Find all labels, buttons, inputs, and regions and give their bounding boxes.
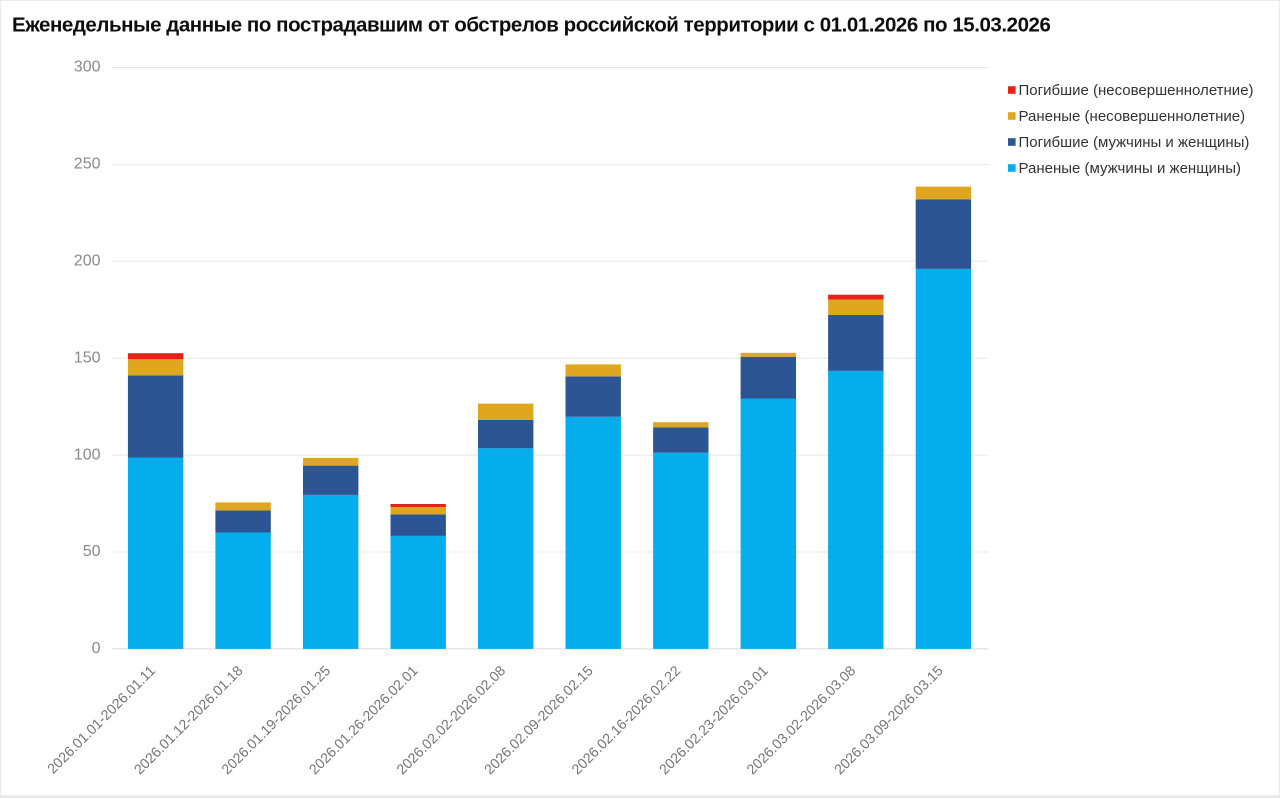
svg-text:50: 50 xyxy=(83,543,101,560)
svg-text:Погибшие (несовершеннолетние): Погибшие (несовершеннолетние) xyxy=(1019,82,1254,99)
svg-text:Раненые (мужчины и женщины): Раненые (мужчины и женщины) xyxy=(1019,160,1241,177)
svg-text:300: 300 xyxy=(74,59,101,76)
svg-text:150: 150 xyxy=(74,349,101,366)
svg-text:200: 200 xyxy=(74,253,101,270)
svg-text:Погибшие (мужчины и женщины): Погибшие (мужчины и женщины) xyxy=(1019,134,1250,151)
svg-text:Раненые (несовершеннолетние): Раненые (несовершеннолетние) xyxy=(1019,108,1246,125)
svg-text:250: 250 xyxy=(74,156,101,173)
svg-text:0: 0 xyxy=(92,640,101,657)
svg-text:100: 100 xyxy=(74,446,101,463)
svg-text:Еженедельные данные по пострад: Еженедельные данные по пострадавшим от о… xyxy=(12,13,1050,36)
